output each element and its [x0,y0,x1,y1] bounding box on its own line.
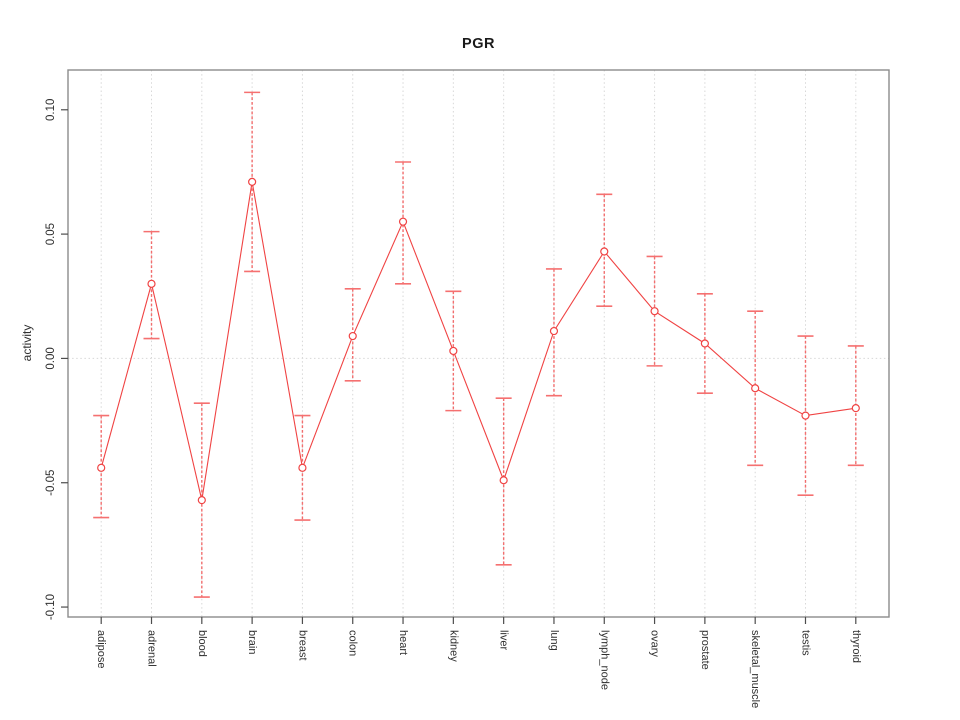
x-tick-label: colon [347,630,359,656]
x-tick-label: adrenal [146,630,158,667]
y-axis-title: activity [20,324,34,362]
x-tick-label: skeletal_muscle [749,630,761,708]
x-tick-label: liver [498,630,510,651]
x-tick-label: prostate [699,630,711,670]
data-point-marker [348,331,357,341]
data-point-marker [549,326,559,336]
x-tick-label: blood [196,630,208,657]
x-tick-label: breast [296,630,308,661]
chart-title: PGR [462,36,495,52]
data-point-marker [449,346,458,356]
x-tick-label: brain [246,630,258,654]
data-point-marker [97,463,106,472]
data-point-marker [197,496,206,505]
data-point-marker [248,177,257,186]
data-point-marker [700,339,709,348]
x-tick-label: thyroid [850,630,862,663]
x-tick-label: kidney [447,630,459,662]
y-tick-label: 0.05 [45,223,57,245]
y-tick-label: 0.10 [45,99,57,121]
data-point-marker [147,279,156,288]
data-point-marker [801,411,810,420]
plot-border [67,69,890,618]
y-tick-label: -0.10 [45,594,57,620]
x-tick-label: ovary [649,630,661,657]
x-tick-label: lung [548,630,560,651]
data-point-marker [499,476,508,485]
y-tick-label: -0.05 [45,470,57,496]
data-point-marker [751,384,760,393]
y-tick-label: 0.00 [45,347,57,369]
data-point-marker [650,307,659,316]
x-tick-label: testis [799,630,811,656]
data-point-marker [851,404,860,413]
series-line [100,181,856,501]
data-point-marker [298,463,307,472]
data-point-marker [600,247,609,256]
x-tick-label: adipose [95,630,107,669]
data-point-marker [398,217,408,226]
x-tick-label: lymph_node [598,630,610,690]
x-tick-label: heart [397,630,409,655]
